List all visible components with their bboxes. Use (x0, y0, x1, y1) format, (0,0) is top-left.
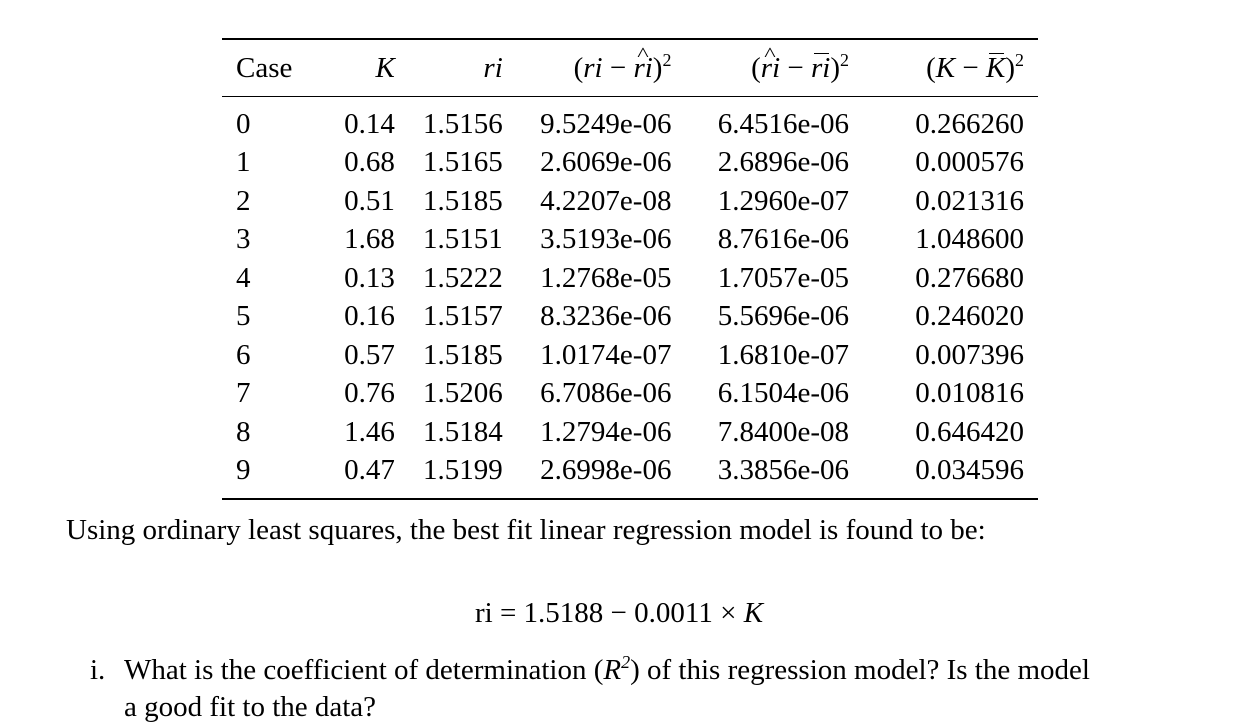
question-text-start: What is the coefficient of determination… (124, 654, 604, 686)
header-regression-squared: (ri − ri)2 (677, 39, 855, 97)
header-k: K (375, 51, 395, 84)
cell-residual-squared: 9.5249e-06 (540, 107, 672, 140)
header-case: Case (236, 51, 293, 84)
question-item: i. What is the coefficient of determinati… (90, 652, 1220, 724)
cell-regression-squared: 3.3856e-06 (717, 454, 849, 487)
regression-data-table: Case K ri (ri − ri)2 (ri − ri)2 (K − K)2… (222, 38, 1038, 500)
equation-variable: K (743, 597, 764, 629)
cell-case: 0 (236, 107, 251, 140)
table-row: 5 0.16 1.5157 8.3236e-06 5.5696e-06 0.246020 (222, 298, 1038, 337)
cell-k-deviation-squared: 0.246020 (915, 300, 1024, 333)
cell-k-deviation-squared: 1.048600 (915, 223, 1024, 256)
cell-residual-squared: 2.6069e-06 (540, 146, 672, 179)
cell-case: 4 (236, 261, 251, 294)
cell-case: 1 (236, 146, 251, 179)
cell-residual-squared: 8.3236e-06 (540, 300, 672, 333)
cell-ri: 1.5165 (423, 146, 503, 179)
data-table-container: Case K ri (ri − ri)2 (ri − ri)2 (K − K)2… (222, 38, 1038, 500)
cell-residual-squared: 4.2207e-08 (540, 184, 672, 217)
question-text-end: ) of this regression model? Is the model (630, 654, 1090, 686)
cell-k: 0.14 (344, 107, 395, 140)
cell-residual-squared: 2.6998e-06 (540, 454, 672, 487)
cell-k: 0.13 (344, 261, 395, 294)
question-text-line2: a good fit to the data? (124, 691, 377, 723)
cell-regression-squared: 7.8400e-08 (717, 415, 849, 448)
cell-case: 6 (236, 338, 251, 371)
table-row: 0 0.14 1.5156 9.5249e-06 6.4516e-06 0.266260 (222, 97, 1038, 144)
cell-residual-squared: 6.7086e-06 (540, 377, 672, 410)
table-row: 1 0.68 1.5165 2.6069e-06 2.6896e-06 0.000576 (222, 144, 1038, 183)
cell-regression-squared: 1.2960e-07 (717, 184, 849, 217)
cell-case: 7 (236, 377, 251, 410)
cell-k-deviation-squared: 0.021316 (915, 184, 1024, 217)
cell-regression-squared: 6.4516e-06 (717, 107, 849, 140)
table-body: 0 0.14 1.5156 9.5249e-06 6.4516e-06 0.266260 1… (222, 97, 1038, 499)
question-number: i. (90, 654, 106, 686)
cell-ri: 1.5199 (423, 454, 503, 487)
table-row: 4 0.13 1.5222 1.2768e-05 1.7057e-05 0.276680 (222, 259, 1038, 298)
cell-ri: 1.5185 (423, 184, 503, 217)
table-header-row: Case K ri (ri − ri)2 (ri − ri)2 (K − K)2 (222, 39, 1038, 97)
regression-equation: ri = 1.5188 − 0.0011 × K (0, 597, 1238, 630)
cell-k-deviation-squared: 0.007396 (915, 338, 1024, 371)
cell-case: 9 (236, 454, 251, 487)
cell-residual-squared: 1.2768e-05 (540, 261, 672, 294)
table-row: 6 0.57 1.5185 1.0174e-07 1.6810e-07 0.007396 (222, 336, 1038, 375)
cell-k-deviation-squared: 0.034596 (915, 454, 1024, 487)
table-row: 3 1.68 1.5151 3.5193e-06 8.7616e-06 1.048600 (222, 221, 1038, 260)
table-row: 9 0.47 1.5199 2.6998e-06 3.3856e-06 0.034596 (222, 452, 1038, 499)
question-r2-symbol: R2 (603, 652, 631, 686)
cell-case: 5 (236, 300, 251, 333)
cell-k-deviation-squared: 0.276680 (915, 261, 1024, 294)
cell-k: 0.76 (344, 377, 395, 410)
cell-k: 0.47 (344, 454, 395, 487)
cell-k-deviation-squared: 0.266260 (915, 107, 1024, 140)
cell-k: 0.57 (344, 338, 395, 371)
equation-rhs: = 1.5188 − 0.0011 × (499, 597, 744, 629)
cell-ri: 1.5206 (423, 377, 503, 410)
cell-k-deviation-squared: 0.010816 (915, 377, 1024, 410)
cell-residual-squared: 1.0174e-07 (540, 338, 672, 371)
cell-residual-squared: 3.5193e-06 (540, 223, 672, 256)
equation-lhs: ri (474, 597, 493, 629)
cell-regression-squared: 1.7057e-05 (717, 261, 849, 294)
cell-regression-squared: 8.7616e-06 (717, 223, 849, 256)
cell-k: 0.68 (344, 146, 395, 179)
cell-k-deviation-squared: 0.646420 (915, 415, 1024, 448)
cell-k: 1.68 (344, 223, 395, 256)
cell-ri: 1.5151 (423, 223, 503, 256)
cell-residual-squared: 1.2794e-06 (540, 415, 672, 448)
cell-k: 0.51 (344, 184, 395, 217)
cell-regression-squared: 1.6810e-07 (717, 338, 849, 371)
table-row: 2 0.51 1.5185 4.2207e-08 1.2960e-07 0.021316 (222, 182, 1038, 221)
cell-regression-squared: 6.1504e-06 (717, 377, 849, 410)
cell-regression-squared: 5.5696e-06 (717, 300, 849, 333)
cell-k: 0.16 (344, 300, 395, 333)
cell-case: 8 (236, 415, 251, 448)
header-residual-squared: (ri − ri)2 (509, 39, 678, 97)
table-row: 7 0.76 1.5206 6.7086e-06 6.1504e-06 0.010816 (222, 375, 1038, 414)
cell-ri: 1.5222 (423, 261, 503, 294)
cell-ri: 1.5184 (423, 415, 503, 448)
table-header: Case K ri (ri − ri)2 (ri − ri)2 (K − K)2 (222, 39, 1038, 97)
header-k-deviation-squared: (K − K)2 (926, 49, 1024, 84)
header-ri: ri (483, 51, 503, 84)
regression-intro-text: Using ordinary least squares, the best f… (66, 514, 986, 546)
cell-ri: 1.5185 (423, 338, 503, 371)
table-row: 8 1.46 1.5184 1.2794e-06 7.8400e-08 0.646420 (222, 413, 1038, 452)
cell-ri: 1.5157 (423, 300, 503, 333)
cell-case: 3 (236, 223, 251, 256)
cell-case: 2 (236, 184, 251, 217)
cell-regression-squared: 2.6896e-06 (717, 146, 849, 179)
cell-ri: 1.5156 (423, 107, 503, 140)
cell-k-deviation-squared: 0.000576 (915, 146, 1024, 179)
cell-k: 1.46 (344, 415, 395, 448)
